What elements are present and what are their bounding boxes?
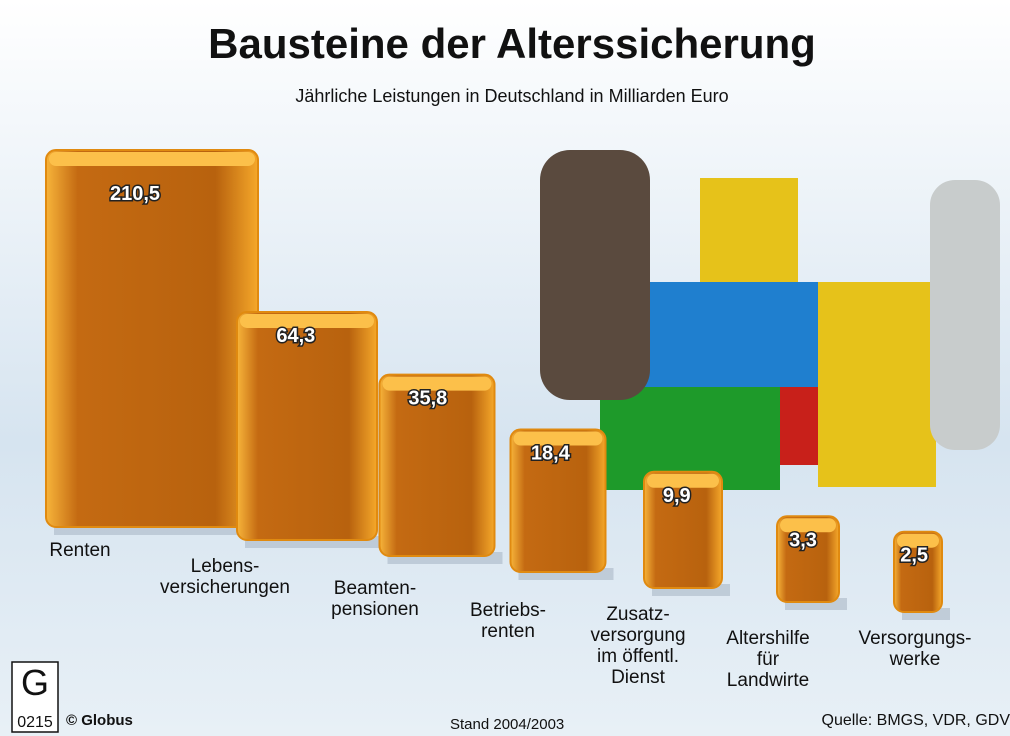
category-label: Zusatz- versorgung im öffentl. Dienst: [590, 604, 686, 688]
copyright: © Globus: [66, 712, 133, 729]
block: [700, 178, 798, 288]
bar-top: [49, 152, 255, 166]
source: Quelle: BMGS, VDR, GDV: [821, 712, 1010, 729]
bar-top: [780, 518, 836, 533]
chart-subtitle: Jährliche Leistungen in Deutschland in M…: [295, 86, 728, 106]
bar: [776, 515, 840, 603]
decor-blocks: [540, 150, 1000, 490]
category-label: Renten: [49, 540, 111, 561]
value-label: 18,4: [531, 443, 571, 465]
category-label: Betriebs- renten: [469, 600, 547, 642]
bar-top: [897, 533, 939, 548]
value-label: 9,9: [663, 485, 691, 507]
bar-top: [513, 431, 603, 446]
date: Stand 2004/2003: [450, 716, 565, 733]
value-label: 210,5: [110, 183, 160, 205]
value-label: 35,8: [408, 388, 447, 410]
chart-title: Bausteine der Alterssicherung: [208, 20, 816, 67]
category-label: Versorgungs- werke: [858, 628, 972, 670]
bar: [893, 530, 943, 613]
value-label: 2,5: [900, 545, 928, 567]
bar: [378, 373, 496, 557]
logo-letter: G: [21, 662, 49, 703]
block: [818, 282, 936, 487]
bar-top: [382, 376, 492, 391]
logo-number: 0215: [17, 714, 53, 731]
bar-top: [240, 313, 374, 328]
category-label: Lebens- versicherungen: [160, 556, 290, 598]
category-label: Beamten- pensionen: [331, 578, 419, 620]
value-label: 64,3: [276, 325, 315, 347]
bar: [45, 149, 259, 528]
person: [930, 180, 1000, 450]
bar: [236, 310, 378, 541]
category-label: Altershilfe für Landwirte: [726, 628, 810, 691]
value-label: 3,3: [789, 529, 817, 551]
bar-top: [647, 473, 719, 488]
bar: [643, 470, 723, 589]
person: [540, 150, 650, 400]
bar: [509, 428, 607, 573]
logo: [11, 661, 59, 733]
